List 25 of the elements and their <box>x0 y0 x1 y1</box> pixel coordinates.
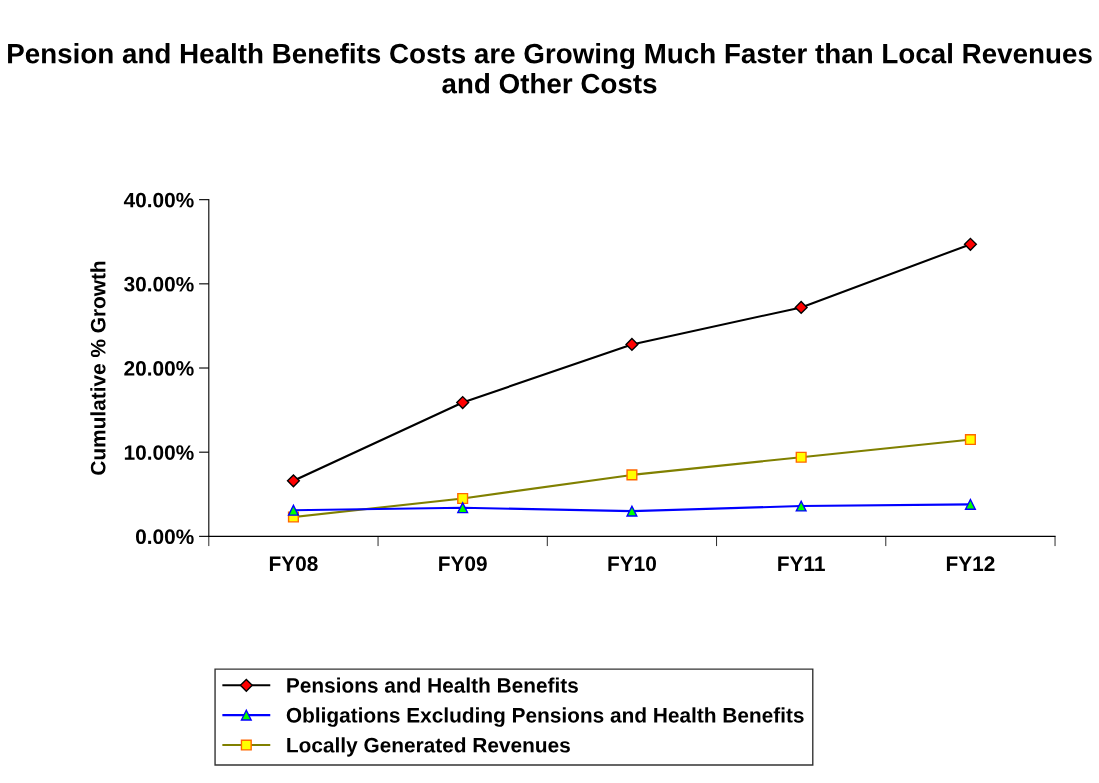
x-tick-label: FY10 <box>608 556 656 572</box>
y-tick-label: 20.00% <box>124 361 194 376</box>
point <box>625 337 639 352</box>
legend-label: Obligations Excluding Pensions and Health Benefits <box>286 707 804 727</box>
x-tick-label: FY11 <box>778 556 825 571</box>
point <box>626 505 638 517</box>
y-axis-title: Cumulative % Growth <box>90 261 106 475</box>
point <box>964 498 976 510</box>
point <box>456 395 470 410</box>
y-tick-label: 0.00% <box>135 529 194 545</box>
x-tick-label: FY12 <box>946 556 995 571</box>
point <box>286 474 301 488</box>
point <box>795 500 807 512</box>
legend-label: Locally Generated Revenues <box>287 737 570 757</box>
y-tick-label: 30.00% <box>124 276 194 292</box>
x-tick-label: FY09 <box>439 556 487 572</box>
legend-label: Pensions and Health Benefits <box>287 677 578 693</box>
point <box>794 300 808 314</box>
y-tick-label: 10.00% <box>124 445 194 460</box>
point <box>287 504 299 516</box>
x-tick-label: FY08 <box>269 556 318 572</box>
chart-title: Pension and Health Benefits Costs are Growing Much Faster than Local Revenues and Other Costs <box>8 43 1092 94</box>
point <box>457 502 469 514</box>
y-tick-label: 40.00% <box>123 192 194 208</box>
point <box>963 237 978 251</box>
